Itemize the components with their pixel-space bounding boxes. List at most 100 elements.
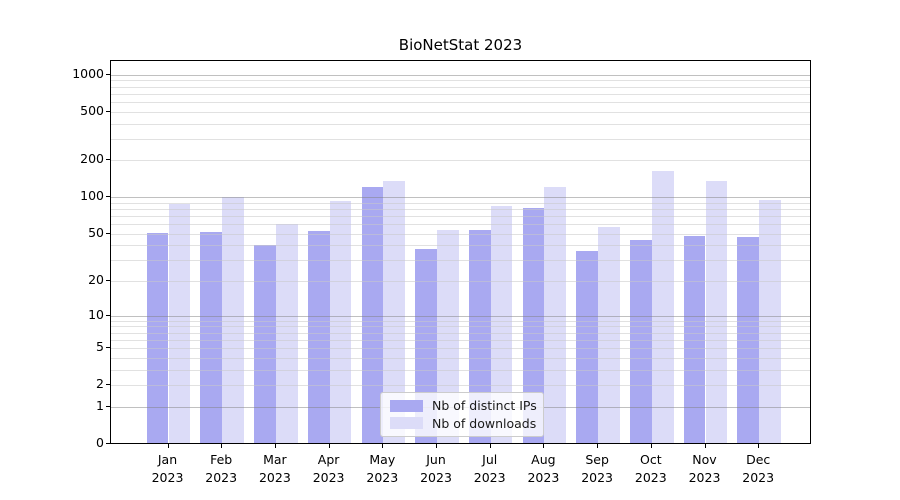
- y-tick-mark-100: [106, 196, 110, 198]
- legend: Nb of distinct IPs Nb of downloads: [380, 392, 544, 437]
- bar-downloads-mar: [275, 224, 298, 443]
- gridline-minor-90: [111, 202, 810, 204]
- x-tick-label-apr: Apr 2023: [312, 452, 345, 486]
- bar-distinct-ips-jul: [468, 229, 491, 443]
- x-tick-label-jun: Jun 2023: [420, 452, 452, 486]
- gridline-minor-6: [111, 339, 810, 341]
- bar-distinct-ips-feb: [200, 231, 223, 443]
- y-tick-mark-50: [106, 232, 110, 234]
- bar-distinct-ips-sep: [576, 250, 599, 443]
- gridline-minor-60: [111, 224, 810, 226]
- x-tick-mark-dec: [758, 444, 760, 448]
- x-tick-label-feb: Feb 2023: [205, 452, 238, 486]
- bar-distinct-ips-jan: [146, 232, 169, 443]
- x-tick-label-oct: Oct 2023: [634, 452, 667, 486]
- x-tick-mark-jul: [489, 444, 491, 448]
- legend-row-downloads: Nb of downloads: [387, 416, 537, 431]
- bar-downloads-jul: [490, 206, 513, 443]
- y-tick-mark-10: [106, 314, 110, 316]
- legend-swatch-downloads-icon: [390, 417, 423, 430]
- bar-downloads-may: [383, 180, 406, 443]
- y-tick-label-200: 200: [80, 151, 104, 167]
- x-tick-label-jan: Jan 2023: [151, 452, 184, 486]
- y-tick-mark-5: [106, 346, 110, 348]
- y-tick-label-100: 100: [80, 188, 104, 204]
- x-tick-mark-mar: [274, 444, 276, 448]
- y-tick-label-1: 1: [96, 397, 104, 413]
- gridline-major-1000: [111, 74, 810, 76]
- gridline-minor-300: [111, 138, 810, 140]
- plot-area: [110, 60, 811, 444]
- y-tick-label-0: 0: [96, 434, 104, 450]
- x-tick-mark-may: [382, 444, 384, 448]
- gridline-minor-8: [111, 326, 810, 328]
- x-tick-label-aug: Aug 2023: [527, 452, 560, 486]
- x-tick-label-nov: Nov 2023: [688, 452, 721, 486]
- gridline-minor-20: [111, 280, 810, 282]
- y-tick-mark-2: [106, 383, 110, 385]
- gridline-minor-500: [111, 111, 810, 113]
- gridline-minor-40: [111, 245, 810, 247]
- gridline-minor-600: [111, 101, 810, 103]
- bar-distinct-ips-nov: [683, 235, 706, 443]
- bar-downloads-feb: [222, 197, 244, 443]
- x-tick-label-sep: Sep 2023: [581, 452, 613, 486]
- gridline-minor-30: [111, 260, 810, 262]
- y-tick-mark-1000: [106, 73, 110, 75]
- x-tick-mark-jan: [167, 444, 169, 448]
- gridline-minor-200: [111, 160, 810, 162]
- bar-downloads-sep: [598, 226, 620, 443]
- y-tick-mark-500: [106, 110, 110, 112]
- x-tick-mark-apr: [328, 444, 330, 448]
- x-tick-label-dec: Dec 2023: [742, 452, 775, 486]
- y-tick-label-2: 2: [96, 375, 104, 391]
- legend-swatch-distinct-ips-icon: [390, 399, 423, 412]
- bar-downloads-aug: [544, 187, 567, 443]
- gridline-minor-80: [111, 208, 810, 210]
- bar-downloads-apr: [329, 201, 352, 443]
- gridline-minor-9: [111, 320, 810, 322]
- bar-distinct-ips-may: [361, 186, 384, 443]
- y-tick-label-1000: 1000: [72, 65, 104, 81]
- y-tick-label-50: 50: [88, 224, 104, 240]
- bar-downloads-jun: [437, 229, 459, 443]
- gridline-minor-4: [111, 357, 810, 359]
- x-tick-label-mar: Mar 2023: [258, 452, 291, 486]
- legend-label-distinct-ips: Nb of distinct IPs: [432, 398, 537, 414]
- y-tick-label-20: 20: [88, 271, 104, 287]
- x-tick-label-jul: Jul 2023: [473, 452, 506, 486]
- gridline-minor-3: [111, 369, 810, 371]
- x-tick-mark-jun: [436, 444, 437, 448]
- gridline-minor-70: [111, 215, 810, 217]
- bar-downloads-nov: [705, 181, 728, 443]
- legend-row-distinct-ips: Nb of distinct IPs: [387, 398, 537, 413]
- gridline-minor-400: [111, 123, 810, 125]
- chart-title: BioNetStat 2023: [398, 36, 523, 54]
- gridline-minor-50: [111, 233, 810, 235]
- y-tick-mark-1: [106, 405, 110, 407]
- y-tick-label-500: 500: [80, 102, 104, 118]
- bar-distinct-ips-aug: [522, 207, 545, 443]
- bar-downloads-oct: [651, 170, 674, 443]
- gridline-minor-5: [111, 347, 810, 349]
- gridline-major-100: [111, 197, 810, 199]
- y-tick-mark-20: [106, 279, 110, 281]
- y-tick-mark-200: [106, 159, 110, 161]
- gridline-minor-700: [111, 93, 810, 95]
- y-tick-mark-0: [106, 442, 110, 444]
- x-tick-mark-nov: [704, 444, 706, 448]
- x-tick-mark-aug: [543, 444, 545, 448]
- gridline-minor-800: [111, 86, 810, 88]
- x-tick-mark-oct: [650, 444, 652, 448]
- x-tick-mark-sep: [597, 444, 599, 448]
- legend-label-downloads: Nb of downloads: [432, 415, 537, 431]
- gridline-minor-900: [111, 80, 810, 82]
- y-tick-label-5: 5: [96, 338, 104, 354]
- y-tick-label-10: 10: [88, 306, 104, 322]
- bar-downloads-jan: [168, 203, 191, 443]
- gridline-major-10: [111, 315, 810, 317]
- x-tick-label-may: May 2023: [366, 452, 399, 486]
- gridline-minor-2: [111, 384, 810, 386]
- bar-distinct-ips-mar: [254, 245, 276, 443]
